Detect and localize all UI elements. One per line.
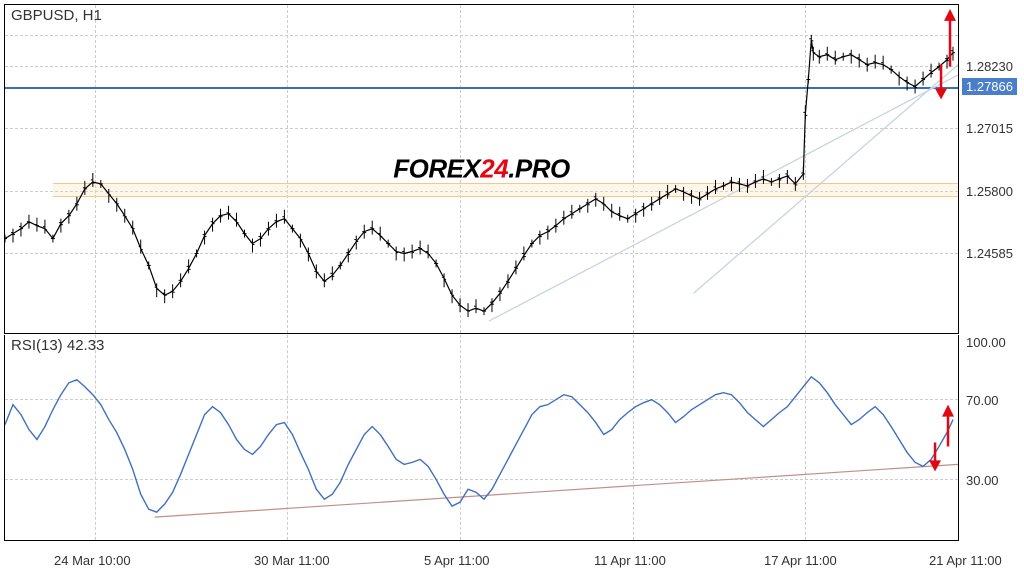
y-label: 1.25800 [966, 184, 1013, 199]
y-label: 30.00 [966, 473, 999, 488]
rsi-panel-title: RSI(13) 42.33 [11, 337, 104, 354]
x-label: 17 Apr 11:00 [764, 553, 837, 568]
price-arrow-up [944, 9, 956, 67]
rsi-panel: RSI(13) 42.33 [4, 335, 959, 541]
watermark: FOREX24.PRO [393, 154, 570, 185]
y-label: 1.28230 [966, 59, 1013, 74]
price-panel-title: GBPUSD, H1 [11, 7, 102, 24]
watermark-part: .PRO [508, 154, 570, 184]
y-label: 1.24585 [966, 246, 1013, 261]
x-label: 21 Apr 11:00 [929, 553, 1002, 568]
x-axis: 24 Mar 10:00 30 Mar 11:00 5 Apr 11:00 11… [4, 545, 1020, 577]
watermark-part: FOREX [393, 154, 480, 184]
price-panel: GBPUSD, H1 [4, 4, 959, 334]
current-price-badge: 1.27866 [962, 78, 1017, 95]
rsi-trendline [155, 464, 958, 517]
rsi-series [5, 377, 953, 512]
chart-container: GBPUSD, H1 [0, 0, 1024, 577]
rsi-arrow-up [942, 405, 954, 447]
x-label: 11 Apr 11:00 [594, 553, 666, 568]
y-label: 70.00 [966, 393, 999, 408]
y-label: 1.27015 [966, 121, 1013, 136]
x-label: 24 Mar 10:00 [54, 553, 131, 568]
x-label: 30 Mar 11:00 [254, 553, 330, 568]
watermark-part: 24 [480, 154, 508, 184]
channel-upper [694, 5, 958, 293]
x-label: 5 Apr 11:00 [424, 553, 490, 568]
rsi-svg-layer [5, 335, 958, 540]
y-label: 100.00 [966, 335, 1006, 350]
